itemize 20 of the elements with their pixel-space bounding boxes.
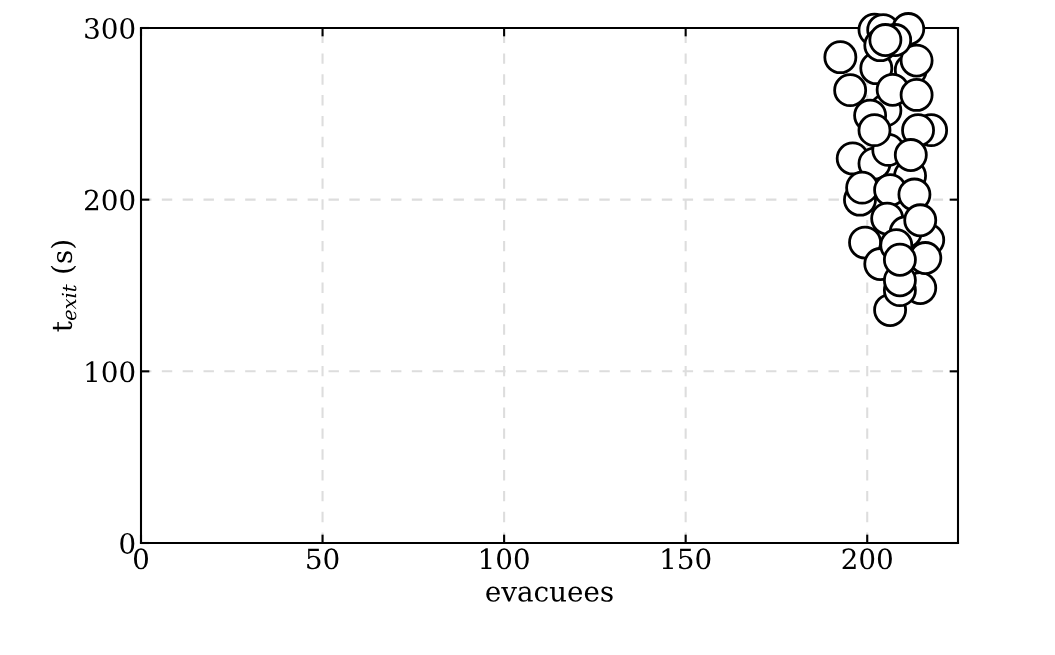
point bbox=[845, 170, 880, 205]
y-tick-label: 100 bbox=[86, 361, 135, 383]
y-tick-label: 300 bbox=[85, 17, 135, 39]
point bbox=[899, 43, 934, 78]
y-tick-label: 0 bbox=[120, 532, 135, 554]
point bbox=[903, 203, 938, 238]
x-tick-label: 200 bbox=[842, 548, 892, 570]
point bbox=[857, 113, 892, 148]
x-tick-label: 150 bbox=[662, 548, 711, 570]
point bbox=[823, 40, 858, 75]
x-tick-label: 100 bbox=[480, 548, 529, 570]
point bbox=[833, 73, 868, 108]
x-tick-label: 50 bbox=[307, 548, 339, 570]
y-tick-label: 200 bbox=[85, 189, 135, 211]
point bbox=[882, 242, 917, 277]
x-axis-title: evacuees bbox=[486, 586, 613, 602]
point bbox=[868, 23, 903, 57]
point bbox=[899, 78, 934, 112]
y-axis-title: t$_{exit}$ (s) bbox=[50, 241, 77, 332]
point bbox=[893, 138, 928, 172]
